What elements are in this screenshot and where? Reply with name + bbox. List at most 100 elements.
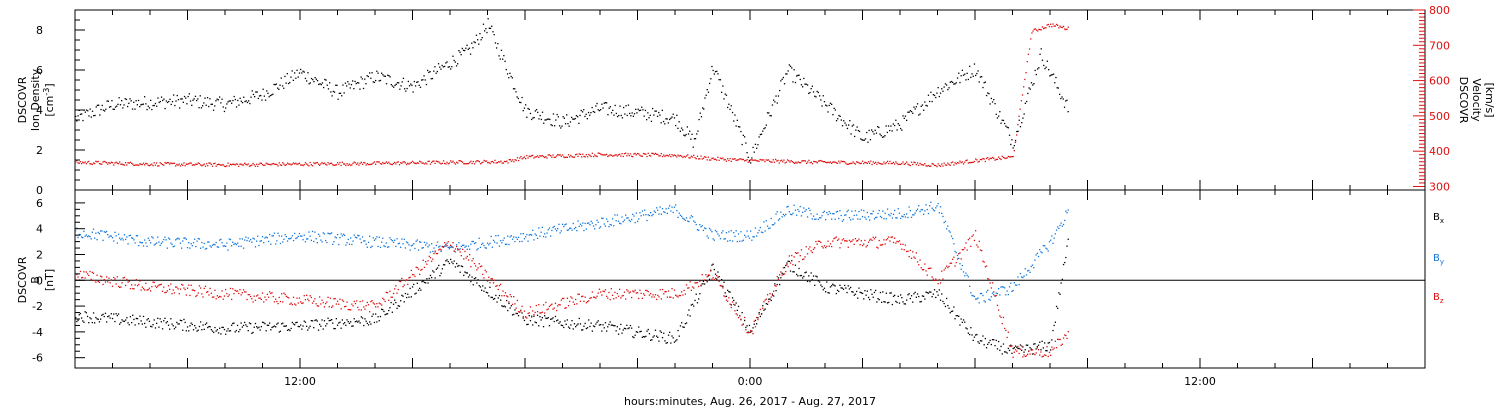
data-point — [244, 291, 246, 293]
data-point — [389, 307, 391, 309]
data-point — [289, 81, 291, 84]
data-point — [884, 163, 886, 165]
data-point — [903, 249, 905, 251]
data-point — [148, 165, 151, 167]
data-point — [640, 330, 642, 332]
data-point — [233, 163, 235, 165]
data-point — [219, 239, 221, 241]
data-point — [179, 242, 182, 244]
data-point — [178, 293, 180, 295]
data-point — [844, 161, 846, 163]
data-point — [302, 325, 304, 327]
data-point — [924, 298, 926, 300]
data-point — [483, 290, 485, 292]
data-point — [400, 280, 402, 283]
data-point — [338, 303, 340, 305]
data-point — [665, 118, 667, 120]
data-point — [160, 163, 162, 165]
data-point — [723, 281, 725, 283]
data-point — [464, 246, 466, 248]
data-point — [696, 282, 699, 284]
data-point — [144, 96, 146, 98]
data-point — [615, 330, 617, 332]
data-point — [632, 213, 634, 215]
data-point — [532, 117, 534, 119]
data-point — [1019, 348, 1022, 350]
data-point — [560, 127, 562, 129]
data-point — [1005, 125, 1007, 127]
data-point — [751, 157, 753, 159]
data-point — [539, 155, 541, 157]
data-point — [887, 125, 890, 127]
data-point — [650, 120, 653, 122]
data-point — [909, 297, 911, 300]
data-point — [727, 158, 729, 160]
data-point — [777, 277, 780, 279]
data-point — [1047, 23, 1049, 26]
data-point — [821, 215, 823, 217]
data-point — [926, 105, 928, 107]
data-point — [816, 243, 818, 245]
data-point — [515, 307, 517, 309]
data-point — [913, 161, 915, 163]
data-point — [275, 83, 278, 85]
data-point — [394, 84, 396, 86]
data-point — [144, 322, 146, 325]
data-point — [581, 329, 583, 331]
data-point — [758, 160, 760, 162]
data-point — [233, 95, 235, 98]
data-point — [315, 319, 317, 321]
data-point — [257, 165, 259, 167]
data-point — [838, 238, 840, 240]
data-point — [690, 215, 692, 217]
data-point — [320, 163, 322, 165]
data-point — [216, 164, 218, 166]
data-point — [189, 294, 191, 297]
data-point — [113, 313, 115, 315]
data-point — [614, 214, 616, 216]
data-point — [1006, 290, 1008, 292]
data-point — [377, 306, 379, 308]
data-point — [648, 333, 651, 335]
data-point — [551, 156, 553, 158]
data-point — [132, 237, 134, 239]
data-point — [478, 161, 480, 163]
data-point — [556, 113, 558, 116]
data-point — [924, 163, 926, 165]
data-point — [708, 278, 711, 280]
data-point — [860, 162, 862, 164]
data-point — [863, 139, 865, 141]
data-point — [338, 92, 340, 94]
data-point — [171, 243, 173, 246]
data-point — [1062, 25, 1065, 28]
data-point — [571, 297, 573, 299]
data-point — [486, 280, 489, 282]
data-point — [955, 262, 957, 264]
data-point — [138, 164, 140, 166]
data-point — [1033, 267, 1035, 269]
data-point — [718, 159, 720, 161]
data-point — [669, 154, 671, 156]
data-point — [741, 240, 743, 242]
data-point — [711, 157, 713, 159]
data-point — [307, 164, 309, 166]
data-point — [595, 224, 597, 226]
data-point — [1002, 343, 1005, 345]
data-point — [363, 161, 365, 164]
data-point — [933, 289, 936, 291]
data-point — [585, 228, 587, 230]
data-point — [266, 163, 268, 165]
data-point — [935, 164, 937, 167]
data-point — [610, 112, 613, 114]
data-point — [904, 115, 907, 117]
data-point — [846, 291, 848, 294]
data-point — [565, 223, 567, 225]
b-tick-label: -6 — [32, 352, 43, 365]
data-point — [534, 110, 536, 112]
data-point — [734, 310, 736, 312]
data-point — [664, 291, 666, 293]
data-point — [672, 211, 674, 214]
data-point — [504, 243, 507, 245]
data-point — [702, 107, 704, 109]
data-point — [202, 164, 204, 166]
